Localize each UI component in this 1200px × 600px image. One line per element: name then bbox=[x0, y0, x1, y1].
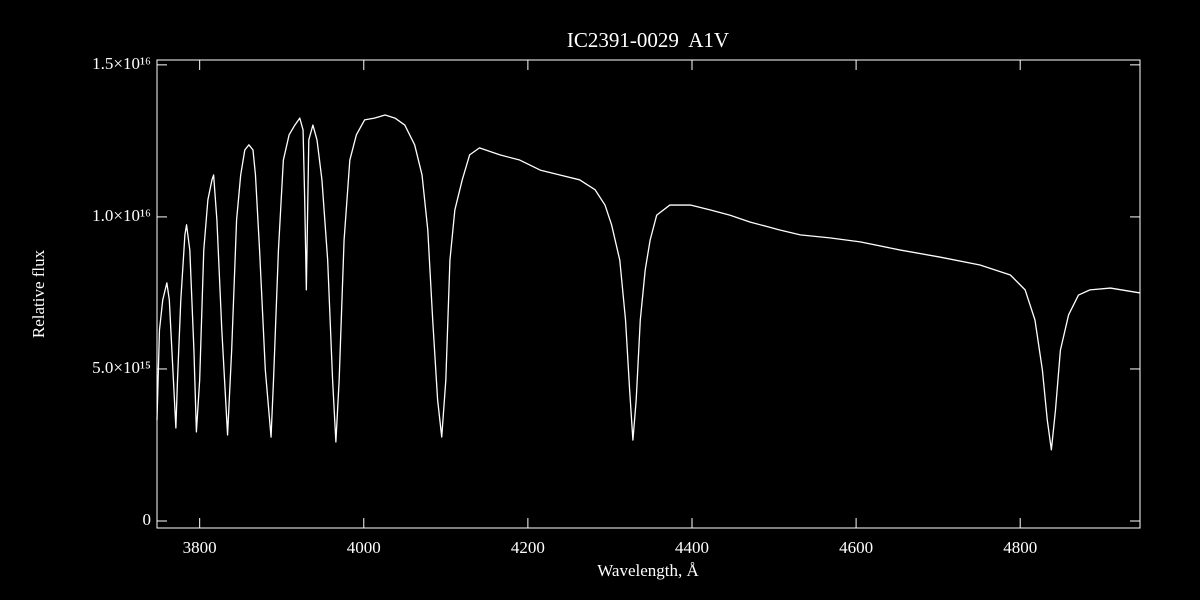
y-tick-label: 0 bbox=[143, 510, 152, 529]
x-tick-label: 4000 bbox=[347, 538, 381, 557]
y-tick-label: 1.0×10¹⁶ bbox=[92, 206, 151, 225]
x-tick-label: 4200 bbox=[511, 538, 545, 557]
plot-frame bbox=[156, 59, 1141, 529]
y-tick-label: 1.5×10¹⁶ bbox=[92, 54, 151, 73]
chart-title: IC2391-0029 A1V bbox=[567, 28, 729, 52]
y-tick-label: 5.0×10¹⁵ bbox=[92, 358, 151, 377]
y-axis-label: Relative flux bbox=[29, 249, 48, 338]
x-tick-label: 4600 bbox=[839, 538, 873, 557]
spectrum-line bbox=[156, 114, 1141, 451]
x-tick-label: 3800 bbox=[183, 538, 217, 557]
x-axis-label: Wavelength, Å bbox=[597, 561, 699, 580]
x-tick-label: 4800 bbox=[1003, 538, 1037, 557]
x-tick-label: 4400 bbox=[675, 538, 709, 557]
